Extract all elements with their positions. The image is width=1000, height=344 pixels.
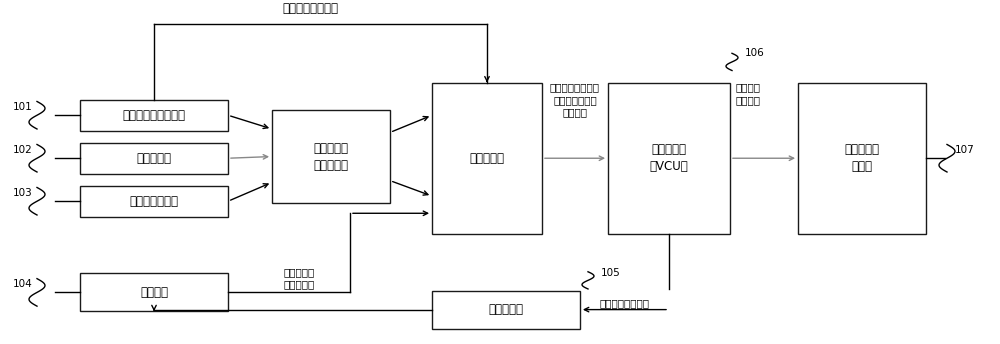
Text: 104: 104 bbox=[13, 279, 33, 289]
Bar bbox=[80, 273, 228, 311]
Text: 制动踏板深度传感器: 制动踏板深度传感器 bbox=[122, 109, 186, 122]
Text: 106: 106 bbox=[745, 49, 765, 58]
Text: 107: 107 bbox=[955, 145, 975, 155]
Text: 油门踏板传感器: 油门踏板传感器 bbox=[130, 195, 178, 208]
Text: 整车控制器
（VCU）: 整车控制器 （VCU） bbox=[650, 143, 688, 173]
Text: 电机目标再生制动
力矩与液压制动
力矩计算: 电机目标再生制动 力矩与液压制动 力矩计算 bbox=[550, 83, 600, 117]
Bar bbox=[432, 291, 580, 329]
Bar bbox=[798, 83, 926, 234]
Text: 电子液压制
动机构: 电子液压制 动机构 bbox=[845, 143, 880, 173]
Bar bbox=[80, 186, 228, 217]
Text: 轮速传感器: 轮速传感器 bbox=[136, 152, 172, 165]
Text: 电机最大可
用回收力矩: 电机最大可 用回收力矩 bbox=[283, 267, 315, 290]
Text: 105: 105 bbox=[601, 268, 621, 278]
Bar bbox=[272, 110, 390, 203]
Text: 制动力协调: 制动力协调 bbox=[470, 152, 505, 165]
Bar bbox=[432, 83, 542, 234]
Text: 102: 102 bbox=[13, 145, 33, 155]
Text: 103: 103 bbox=[13, 188, 33, 198]
Bar bbox=[80, 143, 228, 174]
Text: 电机控制器: 电机控制器 bbox=[488, 303, 524, 316]
Bar bbox=[80, 100, 228, 131]
Text: 伺服电机
工作电流: 伺服电机 工作电流 bbox=[735, 83, 760, 105]
Text: 101: 101 bbox=[13, 102, 33, 112]
Text: 轮边电机: 轮边电机 bbox=[140, 286, 168, 299]
Text: 目标再生制动力矩: 目标再生制动力矩 bbox=[600, 298, 650, 308]
Bar bbox=[608, 83, 730, 234]
Text: 再生制动功
能开启判定: 再生制动功 能开启判定 bbox=[314, 141, 349, 172]
Text: 车辆制动需求力矩: 车辆制动需求力矩 bbox=[282, 2, 338, 15]
